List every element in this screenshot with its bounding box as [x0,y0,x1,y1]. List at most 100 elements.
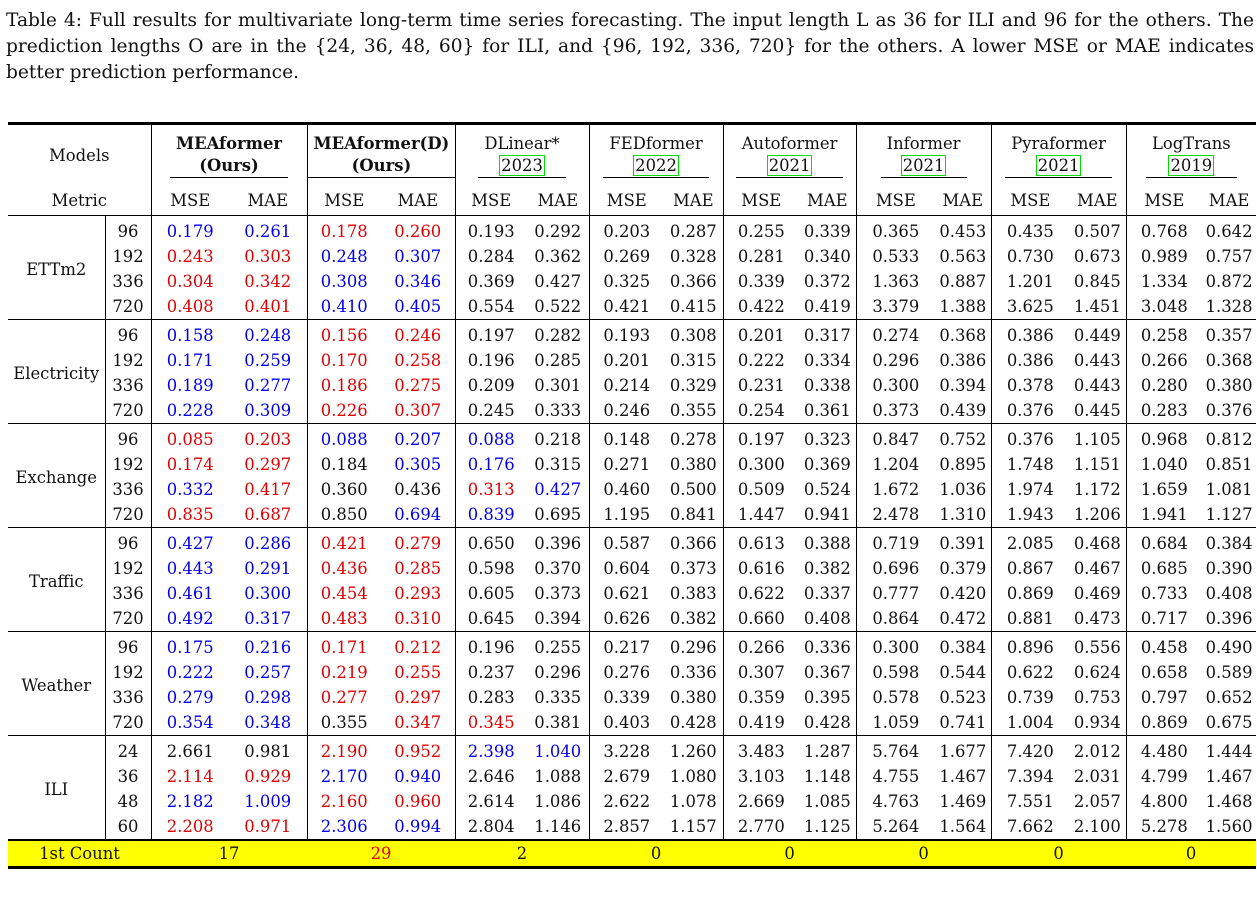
value-cell: 0.201 [588,348,665,373]
value-cell: 1.081 [1205,480,1253,499]
value-cell: 0.207 [381,423,456,452]
value-cell: 1.151 [1073,455,1121,474]
value-cell: 0.443 [150,556,229,581]
metric-header-mae: MAE [807,190,848,210]
value-cell: 0.287 [664,215,724,244]
value-cell: 1.146 [534,817,582,836]
value-cell: 0.337 [803,584,851,603]
metric-header-mae: MAE [247,190,289,210]
value-cell: 0.439 [939,401,987,420]
metric-header-mse: MSE [990,185,1070,216]
value-cell: 1.677 [935,735,992,764]
value-cell: 0.382 [669,609,717,628]
prediction-length: 24 [104,735,151,764]
value-cell: 0.673 [1073,247,1121,266]
value-cell: 2.679 [588,764,665,789]
value-cell: 0.186 [306,373,381,398]
value-cell: 0.851 [1205,455,1253,474]
value-cell: 0.175 [150,631,229,660]
first-count-value: 29 [307,839,456,868]
value-cell: 2.208 [150,814,229,840]
value-cell: 0.622 [990,660,1070,685]
value-cell: 0.994 [394,817,442,836]
value-cell: 0.293 [394,584,442,603]
prediction-length: 720 [104,710,151,736]
value-cell: 0.309 [244,401,292,420]
value-cell: 0.533 [855,244,936,269]
value-cell: 0.604 [588,556,665,581]
value-cell: 1.659 [1125,477,1203,502]
value-cell: 0.695 [534,505,582,524]
model-header-underline: FEDformer 2022 [603,133,709,178]
value-cell: 0.307 [722,660,800,685]
value-cell: 0.257 [244,663,292,682]
value-cell: 0.308 [664,319,724,348]
value-cell: 0.222 [150,660,229,685]
first-count-value: 2 [455,839,590,868]
prediction-length: 60 [104,814,151,840]
value-cell: 0.396 [1205,609,1253,628]
value-cell: 1.467 [939,767,987,786]
prediction-length: 336 [104,269,151,294]
value-cell: 1.943 [990,502,1070,528]
value-cell: 0.864 [855,606,936,632]
value-cell: 0.384 [935,631,992,660]
value-cell: 0.887 [939,272,987,291]
dataset-label-electricity: Electricity [8,319,105,424]
value-cell: 0.285 [394,559,442,578]
value-cell: 0.768 [1125,215,1203,244]
metric-header-mse: MSE [1125,185,1203,216]
value-cell: 0.342 [244,272,292,291]
value-cell: 0.449 [1069,319,1127,348]
value-cell: 0.386 [990,348,1070,373]
value-cell: 0.524 [803,480,851,499]
value-cell: 0.246 [381,319,456,348]
value-cell: 0.403 [588,710,665,736]
table-row: 192 0.174 0.297 0.184 0.305 0.176 0.315 0.271 0.… [8,452,1256,477]
value-cell: 0.339 [799,215,857,244]
value-cell: 0.174 [150,452,229,477]
value-cell: 0.347 [394,713,442,732]
metric-header-mae: MAE [1077,190,1118,210]
value-cell: 0.415 [669,297,717,316]
value-cell: 0.396 [527,527,590,556]
value-cell: 4.763 [855,789,936,814]
value-cell: 0.850 [306,502,381,528]
value-cell: 0.276 [588,660,665,685]
value-cell: 0.896 [990,631,1070,660]
value-cell: 0.170 [306,348,381,373]
value-cell: 0.687 [244,505,292,524]
value-cell: 0.427 [150,527,229,556]
value-cell: 0.281 [722,244,800,269]
value-cell: 0.346 [394,272,442,291]
header-row-models: Models MEAformer (Ours) MEAformer(D) (Ours)… [8,122,1257,185]
model-citation: 2021 [900,154,947,176]
value-cell: 1.009 [244,792,292,811]
table-row: 336 0.461 0.300 0.454 0.293 0.605 0.373 0.621 0.… [8,581,1256,606]
metric-label: Metric [51,190,107,210]
value-cell: 0.370 [534,559,582,578]
value-cell: 0.338 [803,376,851,395]
value-cell: 0.277 [244,376,292,395]
table-row: 336 0.279 0.298 0.277 0.297 0.283 0.335 0.339 0.… [8,685,1256,710]
table-caption: Table 4: Full results for multivariate l… [6,10,1254,83]
value-cell: 0.952 [381,735,456,764]
table-row: 720 0.354 0.348 0.355 0.347 0.345 0.381 0.403 0.… [8,710,1256,736]
value-cell: 0.642 [1202,215,1257,244]
value-cell: 0.658 [1125,660,1203,685]
value-cell: 0.219 [306,660,381,685]
dataset-label-ettm2: ETTm2 [8,215,105,320]
value-cell: 0.929 [244,767,292,786]
value-cell: 0.278 [664,423,724,452]
value-cell: 0.282 [527,319,590,348]
value-cell: 0.360 [306,477,381,502]
value-cell: 1.157 [669,817,717,836]
value-cell: 0.453 [935,215,992,244]
table-row: 192 0.222 0.257 0.219 0.255 0.237 0.296 0.276 0.… [8,660,1256,685]
table-row: ILI 24 2.661 0.981 2.190 0.952 2.398 1.040 3.228… [8,735,1257,840]
value-cell: 0.340 [803,247,851,266]
prediction-length: 96 [104,423,151,452]
model-header-7: LogTrans 2019 [1125,122,1257,185]
value-cell: 0.368 [1205,351,1253,370]
model-citation: 2019 [1168,154,1215,176]
